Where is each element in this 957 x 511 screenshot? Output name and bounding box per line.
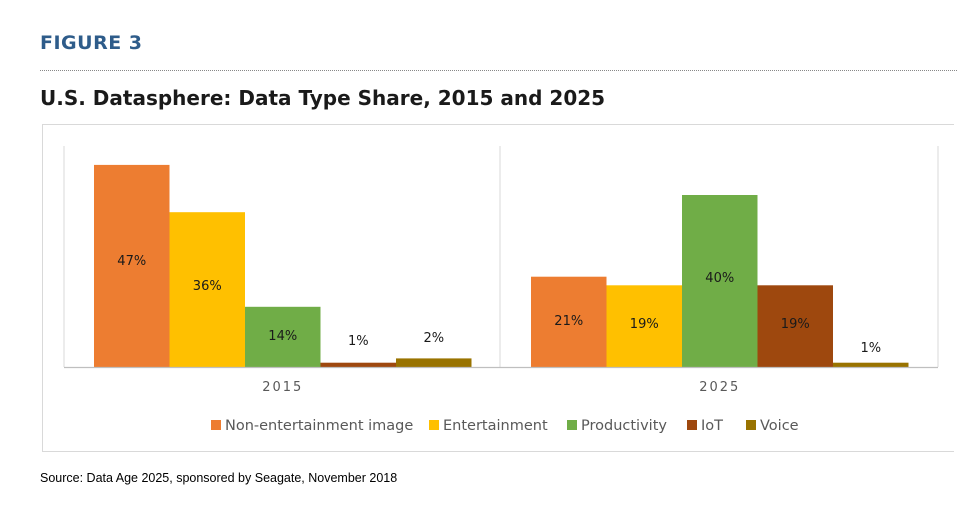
bar-2015-entertainment: [169, 212, 245, 367]
legend-label: Non-entertainment image: [225, 418, 413, 434]
legend-swatch-entertainment: [429, 420, 439, 430]
bar-2025-entertainment: [606, 285, 682, 367]
legend-swatch-voice: [746, 420, 756, 430]
bar-2015-productivity: [245, 306, 321, 367]
data-label: 1%: [860, 341, 881, 356]
bar-2025-voice: [833, 362, 909, 367]
legend-label: IoT: [701, 418, 723, 434]
data-label: 2%: [423, 331, 444, 346]
dotted-divider: [40, 70, 957, 71]
data-label: 47%: [117, 254, 146, 269]
data-label: 14%: [268, 329, 297, 344]
bar-2015-non-entertainment-image: [94, 164, 170, 367]
x-tick-label: 2025: [699, 380, 740, 395]
data-label: 1%: [348, 334, 369, 349]
legend-swatch-non-entertainment-image: [211, 420, 221, 430]
data-label: 19%: [630, 317, 659, 332]
bar-2015-iot: [320, 362, 396, 367]
chart-title: U.S. Datasphere: Data Type Share, 2015 a…: [40, 86, 606, 110]
legend-label: Productivity: [581, 418, 667, 434]
data-label: 40%: [705, 271, 734, 286]
legend-swatch-iot: [687, 420, 697, 430]
x-tick-label: 2015: [262, 380, 303, 395]
legend-label: Entertainment: [443, 418, 548, 434]
bar-2015-voice: [396, 358, 472, 367]
bar-2025-iot: [757, 285, 833, 367]
bar-2025-productivity: [682, 195, 758, 367]
data-label: 36%: [193, 279, 222, 294]
figure-label: FIGURE 3: [40, 32, 143, 54]
legend-label: Voice: [760, 418, 799, 434]
data-label: 21%: [554, 314, 583, 329]
legend-swatch-productivity: [567, 420, 577, 430]
bar-2025-non-entertainment-image: [531, 276, 607, 367]
source-note: Source: Data Age 2025, sponsored by Seag…: [40, 471, 398, 485]
chart-frame: [42, 124, 954, 452]
data-label: 19%: [781, 317, 810, 332]
